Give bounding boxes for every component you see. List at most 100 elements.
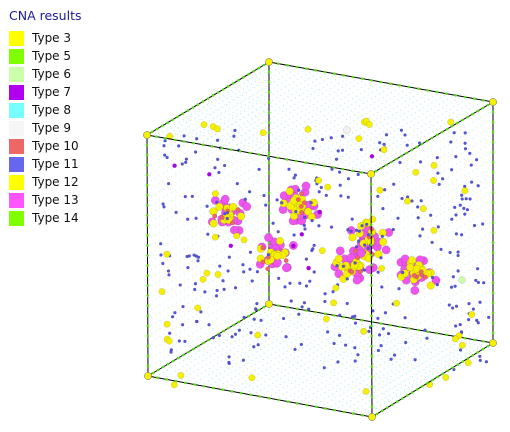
surface-atom — [403, 389, 406, 391]
surface-atom — [304, 397, 306, 400]
surface-atom — [407, 110, 409, 112]
surface-atom — [404, 141, 406, 143]
surface-atom — [361, 405, 363, 407]
surface-atom — [368, 324, 371, 327]
surface-atom — [426, 354, 428, 356]
surface-atom — [398, 330, 400, 332]
surface-atom — [294, 352, 296, 354]
surface-atom — [384, 356, 387, 358]
surface-atom — [220, 307, 222, 309]
type-10-atom — [295, 197, 301, 203]
surface-atom — [224, 313, 226, 315]
surface-atom — [448, 200, 450, 202]
surface-atom — [415, 195, 417, 197]
surface-atom — [464, 320, 466, 322]
surface-atom — [440, 262, 442, 264]
surface-atom — [399, 310, 401, 312]
surface-atom — [187, 150, 189, 152]
surface-atom — [436, 345, 438, 347]
type-7-atom — [317, 209, 323, 215]
corner-atom — [489, 339, 497, 347]
surface-atom — [396, 105, 398, 107]
surface-atom — [416, 381, 418, 384]
surface-atom — [240, 106, 242, 108]
surface-atom — [387, 157, 389, 159]
surface-atom — [215, 117, 217, 119]
surface-atom — [354, 107, 356, 109]
surface-atom — [304, 363, 306, 365]
type-11-atom — [324, 193, 328, 198]
surface-atom — [258, 78, 261, 80]
surface-atom — [232, 111, 234, 113]
surface-atom — [304, 149, 306, 151]
surface-atom — [335, 391, 338, 393]
surface-atom — [432, 124, 434, 126]
surface-atom — [415, 244, 417, 246]
surface-atom — [277, 367, 279, 369]
surface-atom — [382, 174, 384, 176]
surface-atom — [405, 129, 407, 131]
type-11-atom — [323, 292, 327, 296]
edge-atom — [369, 223, 373, 226]
surface-atom — [232, 316, 234, 318]
surface-atom — [183, 360, 185, 362]
surface-atom — [472, 153, 474, 156]
surface-atom — [399, 365, 401, 367]
surface-atom — [488, 120, 490, 122]
surface-atom — [401, 346, 403, 348]
edge-atom — [491, 281, 495, 285]
surface-atom — [423, 304, 426, 306]
surface-atom — [367, 378, 369, 380]
type-11-atom — [345, 277, 349, 281]
surface-atom — [448, 362, 450, 364]
legend-list: Type 3 Type 5 Type 6 Type 7 Type 8 Type 9 Type… — [9, 29, 81, 227]
surface-atom — [167, 282, 169, 285]
surface-atom — [341, 92, 343, 95]
surface-atom — [371, 167, 373, 169]
surface-atom — [436, 353, 438, 355]
edge-atom — [267, 222, 271, 225]
surface-atom — [373, 142, 375, 144]
surface-atom — [415, 228, 417, 230]
surface-atom — [477, 313, 479, 315]
surface-atom — [248, 356, 250, 358]
surface-atom — [259, 355, 261, 357]
surface-atom — [431, 218, 433, 220]
surface-atom — [464, 126, 466, 128]
surface-atom — [428, 92, 430, 94]
surface-atom — [435, 343, 437, 345]
surface-atom — [155, 250, 157, 252]
surface-atom — [330, 122, 332, 124]
surface-atom — [179, 187, 181, 189]
surface-atom — [199, 223, 201, 225]
surface-atom — [331, 399, 333, 401]
surface-atom — [224, 305, 226, 307]
edge-atom — [435, 90, 439, 94]
edge-atom — [491, 191, 495, 194]
surface-atom — [425, 372, 427, 375]
surface-atom — [379, 336, 381, 338]
surface-atom — [383, 401, 385, 403]
edge-atom — [476, 109, 480, 113]
surface-atom — [468, 294, 470, 296]
surface-atom — [243, 324, 245, 326]
surface-atom — [258, 367, 260, 369]
edge-atom — [221, 88, 225, 91]
surface-atom — [443, 178, 445, 180]
surface-atom — [456, 268, 458, 270]
surface-atom — [227, 120, 229, 122]
surface-atom — [368, 82, 371, 84]
surface-atom — [395, 337, 397, 339]
surface-atom — [262, 330, 264, 332]
surface-atom — [150, 212, 152, 214]
edge-atom — [466, 357, 470, 360]
type-13-atom — [242, 202, 252, 212]
type-11-atom — [353, 321, 358, 325]
surface-atom — [199, 215, 201, 217]
type-11-atom — [338, 183, 342, 187]
surface-atom — [439, 165, 441, 167]
surface-atom — [355, 101, 357, 103]
surface-atom — [311, 116, 314, 118]
type-11-atom — [255, 301, 259, 306]
